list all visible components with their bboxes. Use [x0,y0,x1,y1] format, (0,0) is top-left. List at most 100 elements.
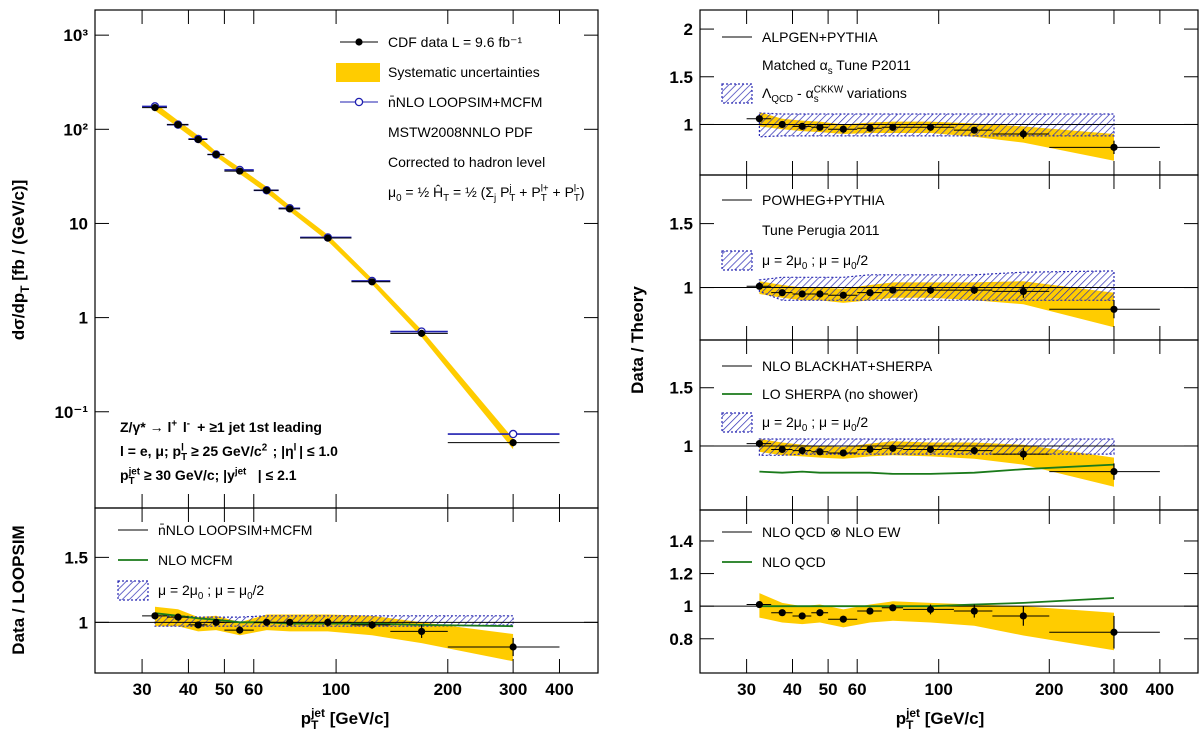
x-tick-label: 60 [848,680,867,699]
data-point [324,618,332,626]
x-tick-label: 50 [819,680,838,699]
legend-marker [354,97,364,107]
legend-label: NLO QCD [762,554,826,570]
legend-label: CDF data L = 9.6 fb⁻¹ [388,34,522,50]
text-part: 0 [198,591,204,602]
data-point [970,286,978,294]
text-part: CKKW [814,84,844,95]
text-part: l+ [541,183,549,194]
data-point [798,612,806,620]
text-part: 0 [396,193,402,204]
y-tick-label: 1 [684,279,693,298]
x-tick-label: 200 [1035,680,1063,699]
data-point [839,125,847,133]
legend-note: MSTW2008NNLO PDF [388,124,533,140]
text-part: variations [843,85,907,101]
text-part: T [311,718,319,732]
text-part: Tune P2011 [833,57,912,73]
legend-label: NLO MCFM [158,552,233,568]
text-part: T [509,193,515,204]
text-part: jet [234,466,247,477]
text-part: j [493,193,496,204]
data-point [1110,467,1118,476]
text-part: 0 [851,423,857,434]
theory-line [759,597,1115,608]
data-point [816,123,824,131]
text-part: - α [793,85,814,101]
text-part: μ [388,184,396,200]
legend-label: LO SHERPA (no shower) [762,386,918,402]
x-tick-label: 100 [925,680,953,699]
data-point [1019,450,1027,458]
text-part: l = e, μ; p [120,443,181,459]
data-point [798,447,806,455]
legend-label: Systematic uncertainties [388,64,540,80]
text-part: p [301,709,311,728]
data-point [778,609,786,617]
legend-marker [355,38,363,46]
text-part: s [828,66,833,77]
data-point [798,290,806,298]
y-tick-label: 1 [684,115,693,134]
data-point [212,618,220,626]
legend-label: ALPGEN+PYTHIA [762,29,878,45]
data-point [236,626,244,634]
text-part: + P [549,184,574,200]
x-tick-label: 300 [499,680,527,699]
x-tick-label: 300 [1100,680,1128,699]
data-point [926,605,935,614]
text-part: + ≥1 jet 1st leading [193,419,322,435]
text-part: ; μ = μ [203,582,247,598]
y-tick-label: 10³ [63,26,88,45]
text-part: P [496,184,509,200]
text-part: jet [310,706,325,720]
y-axis-title: Data / LOOPSIM [9,525,28,654]
legend-label: POWHEG+PYTHIA [762,192,885,208]
text-part: /2 [857,252,869,268]
data-point [286,618,294,626]
text-part: [fb / (GeV/c)] [9,180,28,286]
data-point [839,449,847,457]
text-part: T [574,193,580,204]
data-point [417,329,426,337]
legend-label: μ = 2μ0 ; μ = μ0/2 [158,582,264,602]
text-part: | ≤ 2.1 [258,467,297,483]
text-part: T [18,285,32,293]
data-point [866,289,874,297]
legend-swatch [117,580,149,601]
x-tick-label: 400 [1146,680,1174,699]
data-point [151,104,159,112]
text-part: + [171,418,177,429]
data-point [778,120,786,129]
x-tick-label: 200 [434,680,462,699]
text-part: 0 [802,261,808,272]
text-part: ≥ 25 GeV/c [187,443,262,459]
text-part: j [508,183,511,194]
data-point [755,440,763,448]
text-part: ; μ = μ [807,252,851,268]
x-tick-label: 30 [737,680,756,699]
annotation: pjet T ≥ 30 GeV/c; |yjet | ≤ 2.1 [120,466,297,487]
data-point [174,613,182,621]
data-point [889,604,897,612]
uncertainty-band [759,593,1114,651]
legend-swatch [721,250,753,271]
data-point [816,290,824,298]
text-part: [GeV/c] [325,709,389,728]
legend-label: n̄NLO LOOPSIM+MCFM [388,94,542,110]
text-part: jet [905,706,920,720]
y-tick-label: 1.5 [669,68,693,87]
text-part: Λ [762,85,772,101]
data-point [926,445,935,454]
y-tick-label: 1.5 [669,379,693,398]
y-tick-label: 10⁻¹ [54,403,88,422]
y-tick-label: 1.4 [669,532,693,551]
panel-frame [94,507,599,674]
x-tick-label: 60 [244,680,263,699]
y-tick-label: 1 [684,437,693,456]
text-part: 2 [262,442,268,453]
text-part: /2 [857,414,869,430]
text-part: [GeV/c] [920,709,984,728]
